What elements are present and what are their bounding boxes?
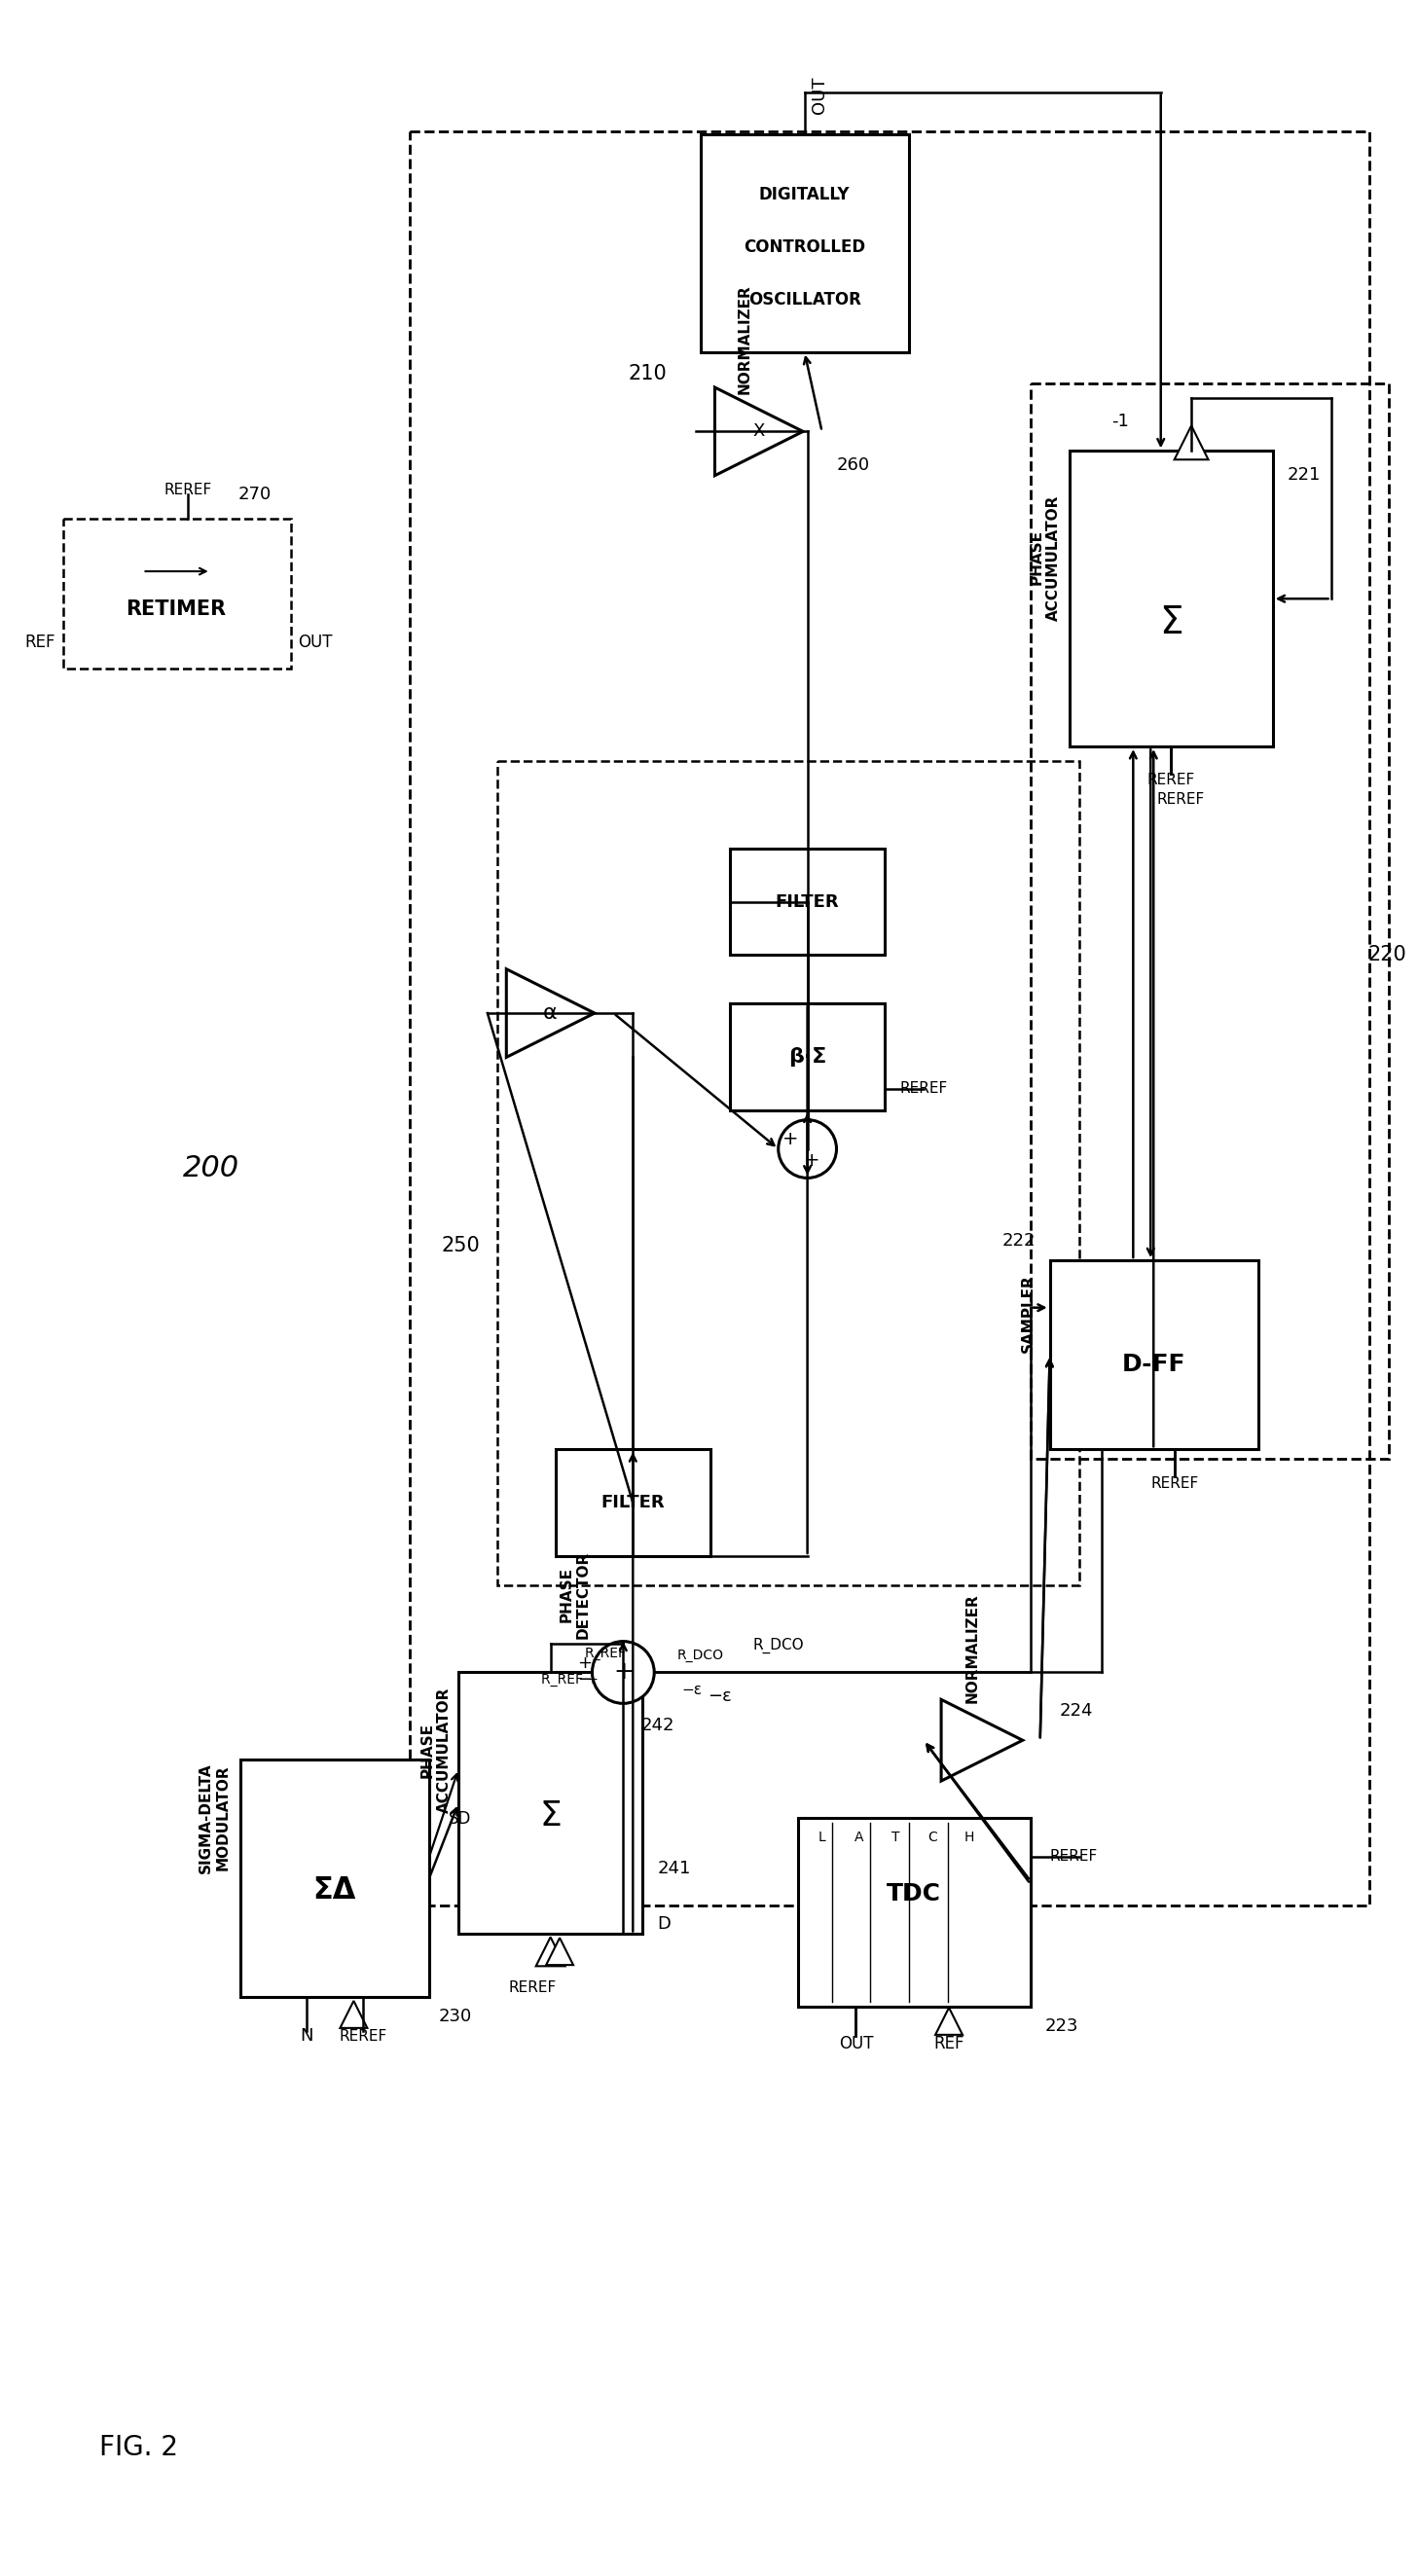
Text: OUT: OUT — [298, 634, 333, 652]
Text: N: N — [299, 2027, 313, 2045]
Text: T: T — [892, 1832, 900, 1844]
Polygon shape — [1174, 425, 1208, 459]
Bar — [1049, 1260, 1258, 1450]
Circle shape — [778, 1121, 837, 1177]
Text: OUT: OUT — [810, 77, 828, 113]
Text: SD: SD — [448, 1811, 471, 1829]
Text: 250: 250 — [441, 1236, 479, 1255]
Text: PHASE
ACCUMULATOR: PHASE ACCUMULATOR — [420, 1687, 452, 1814]
Bar — [498, 760, 1079, 1584]
Text: 200: 200 — [183, 1154, 240, 1182]
Text: D-FF: D-FF — [1122, 1352, 1185, 1376]
Text: R_DCO: R_DCO — [676, 1649, 723, 1662]
Text: 242: 242 — [641, 1718, 674, 1734]
Bar — [730, 848, 885, 956]
Text: 270: 270 — [238, 487, 271, 502]
Bar — [700, 134, 909, 353]
Text: PHASE
ACCUMULATOR: PHASE ACCUMULATOR — [1029, 495, 1061, 621]
Text: 230: 230 — [440, 2007, 472, 2025]
Text: R_REF +: R_REF + — [540, 1674, 598, 1687]
Bar — [1069, 451, 1273, 747]
Text: REREF: REREF — [508, 1981, 556, 1994]
Text: FILTER: FILTER — [601, 1494, 665, 1512]
Text: L: L — [818, 1832, 825, 1844]
Text: REF: REF — [933, 2035, 964, 2053]
Polygon shape — [936, 2007, 963, 2035]
Text: REF: REF — [24, 634, 55, 652]
Text: REREF: REREF — [1049, 1850, 1098, 1865]
Bar — [62, 518, 291, 670]
Bar — [240, 1759, 430, 1996]
Text: +: + — [804, 1151, 820, 1170]
Text: PHASE
DETECTOR: PHASE DETECTOR — [559, 1551, 590, 1638]
Text: RETIMER: RETIMER — [126, 600, 227, 618]
Text: REREF: REREF — [1147, 773, 1195, 788]
Text: C: C — [927, 1832, 937, 1844]
Text: R_REF: R_REF — [584, 1646, 627, 1659]
Text: SIGMA-DELTA
MODULATOR: SIGMA-DELTA MODULATOR — [199, 1762, 230, 1873]
Text: +: + — [613, 1662, 634, 1685]
Bar — [458, 1672, 642, 1935]
Text: −ε: −ε — [708, 1687, 732, 1705]
Text: R_DCO: R_DCO — [753, 1638, 804, 1654]
Text: DIGITALLY: DIGITALLY — [759, 185, 849, 204]
Text: FILTER: FILTER — [776, 894, 839, 909]
Text: +: + — [781, 1131, 798, 1149]
Text: 223: 223 — [1045, 2017, 1079, 2035]
Text: FIG. 2: FIG. 2 — [99, 2434, 179, 2463]
Text: 210: 210 — [628, 363, 666, 384]
Text: α: α — [543, 1005, 557, 1023]
Text: 220: 220 — [1368, 945, 1407, 966]
Bar — [730, 1005, 885, 1110]
Text: β·Σ: β·Σ — [788, 1046, 827, 1066]
Text: D: D — [657, 1917, 671, 1932]
Polygon shape — [546, 1937, 573, 1965]
Text: OSCILLATOR: OSCILLATOR — [749, 291, 861, 309]
Text: CONTROLLED: CONTROLLED — [743, 240, 865, 255]
Text: REREF: REREF — [339, 2030, 387, 2043]
Text: ΣΔ: ΣΔ — [313, 1875, 356, 1904]
Text: SAMPLER: SAMPLER — [1021, 1275, 1035, 1352]
Text: 222: 222 — [1001, 1231, 1035, 1249]
Text: REREF: REREF — [899, 1082, 947, 1095]
Polygon shape — [715, 386, 803, 477]
Polygon shape — [536, 1937, 564, 1965]
Text: Σ: Σ — [1159, 603, 1183, 641]
Text: 241: 241 — [657, 1860, 691, 1878]
Polygon shape — [506, 969, 594, 1056]
Text: +: + — [577, 1654, 591, 1672]
Bar — [556, 1450, 710, 1556]
Text: -1: -1 — [1112, 412, 1129, 430]
Bar — [410, 131, 1370, 1906]
Text: OUT: OUT — [838, 2035, 873, 2053]
Text: REREF: REREF — [1157, 793, 1205, 806]
Circle shape — [593, 1641, 654, 1703]
Bar — [1031, 384, 1390, 1458]
Text: NORMALIZER: NORMALIZER — [737, 283, 752, 394]
Text: A: A — [854, 1832, 864, 1844]
Text: REREF: REREF — [1151, 1476, 1198, 1492]
Polygon shape — [340, 2002, 367, 2027]
Text: 224: 224 — [1059, 1703, 1093, 1721]
Text: NORMALIZER: NORMALIZER — [964, 1595, 980, 1703]
Text: X: X — [753, 422, 764, 440]
Text: REREF: REREF — [164, 482, 213, 497]
Bar — [798, 1819, 1031, 2007]
Text: 260: 260 — [837, 456, 869, 474]
Text: −: − — [577, 1672, 591, 1690]
Text: −ε: −ε — [682, 1682, 702, 1698]
Text: 221: 221 — [1288, 466, 1320, 484]
Text: H: H — [964, 1832, 974, 1844]
Text: TDC: TDC — [886, 1880, 942, 1906]
Text: Σ: Σ — [539, 1801, 562, 1834]
Polygon shape — [942, 1700, 1022, 1780]
